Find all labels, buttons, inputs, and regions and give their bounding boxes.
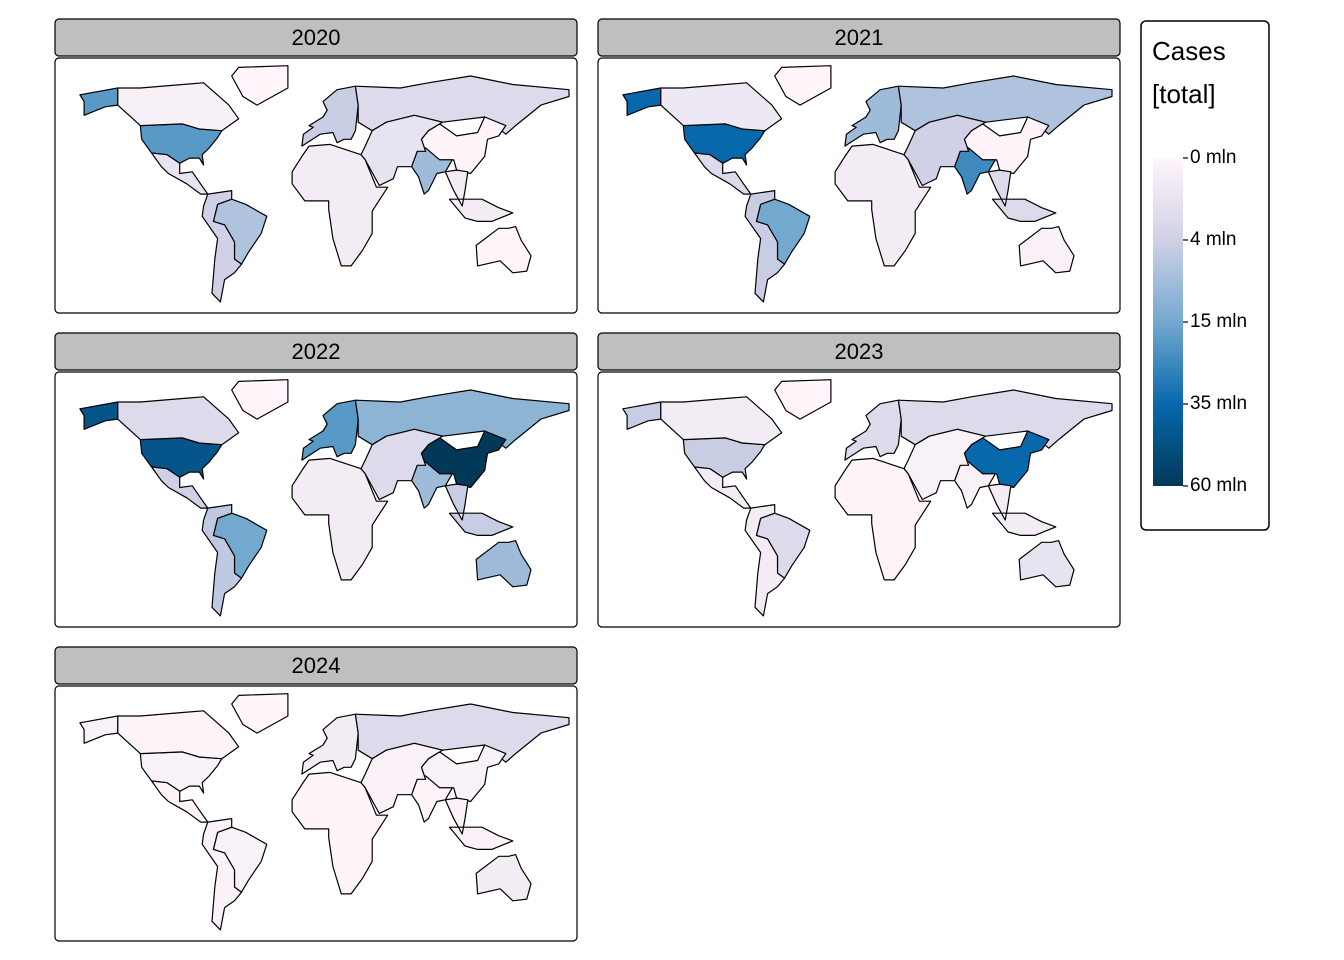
- region: [897, 389, 1113, 449]
- region: [660, 82, 783, 132]
- region: [444, 169, 514, 222]
- region: [897, 75, 1113, 135]
- strip-label: 2020: [292, 25, 341, 50]
- region: [201, 190, 243, 303]
- region: [475, 226, 532, 274]
- legend-tick-label: 15 mln: [1190, 311, 1247, 332]
- region: [834, 457, 932, 581]
- region: [360, 742, 444, 815]
- region: [834, 143, 932, 267]
- region: [475, 540, 532, 588]
- region: [354, 75, 570, 135]
- region: [151, 780, 209, 823]
- region: [744, 190, 786, 303]
- region: [231, 693, 289, 734]
- map: [79, 693, 570, 931]
- legend-tick-label: 60 mln: [1190, 475, 1247, 496]
- region: [201, 504, 243, 617]
- region: [354, 389, 570, 449]
- map: [79, 379, 570, 617]
- region: [693, 466, 752, 509]
- map: [622, 65, 1113, 303]
- region: [231, 65, 289, 106]
- strip: [54, 18, 578, 57]
- legend-tick-label: 0 mln: [1190, 147, 1236, 168]
- strip: [597, 18, 1121, 57]
- region: [117, 82, 240, 132]
- region: [903, 428, 987, 501]
- region: [231, 379, 289, 420]
- region: [291, 457, 389, 581]
- region: [360, 428, 444, 501]
- strip: [54, 646, 578, 685]
- strip-label: 2024: [292, 653, 341, 678]
- region: [291, 771, 389, 895]
- strip-label: 2023: [835, 339, 884, 364]
- region: [354, 703, 570, 763]
- region: [987, 483, 1057, 536]
- region: [444, 797, 514, 850]
- legend-colorbar: [1153, 158, 1183, 486]
- region: [444, 483, 514, 536]
- strip: [54, 332, 578, 371]
- region: [774, 65, 832, 106]
- region: [151, 466, 209, 509]
- region: [475, 854, 532, 902]
- map: [622, 379, 1113, 617]
- legend-tick-label: 35 mln: [1190, 393, 1247, 414]
- region: [1018, 540, 1075, 588]
- region: [360, 114, 444, 187]
- region: [117, 710, 240, 760]
- region: [903, 114, 987, 187]
- region: [693, 152, 752, 195]
- strip-label: 2021: [835, 25, 884, 50]
- region: [117, 396, 240, 446]
- map: [79, 65, 570, 303]
- legend-tick-label: 4 mln: [1190, 229, 1236, 250]
- region: [151, 152, 209, 195]
- region: [744, 504, 786, 617]
- region: [201, 818, 243, 931]
- region: [987, 169, 1057, 222]
- legend-subtitle: [total]: [1152, 79, 1216, 109]
- strip-label: 2022: [292, 339, 341, 364]
- legend-title: Cases: [1152, 36, 1226, 66]
- region: [774, 379, 832, 420]
- region: [1018, 226, 1075, 274]
- strip: [597, 332, 1121, 371]
- region: [291, 143, 389, 267]
- region: [660, 396, 783, 446]
